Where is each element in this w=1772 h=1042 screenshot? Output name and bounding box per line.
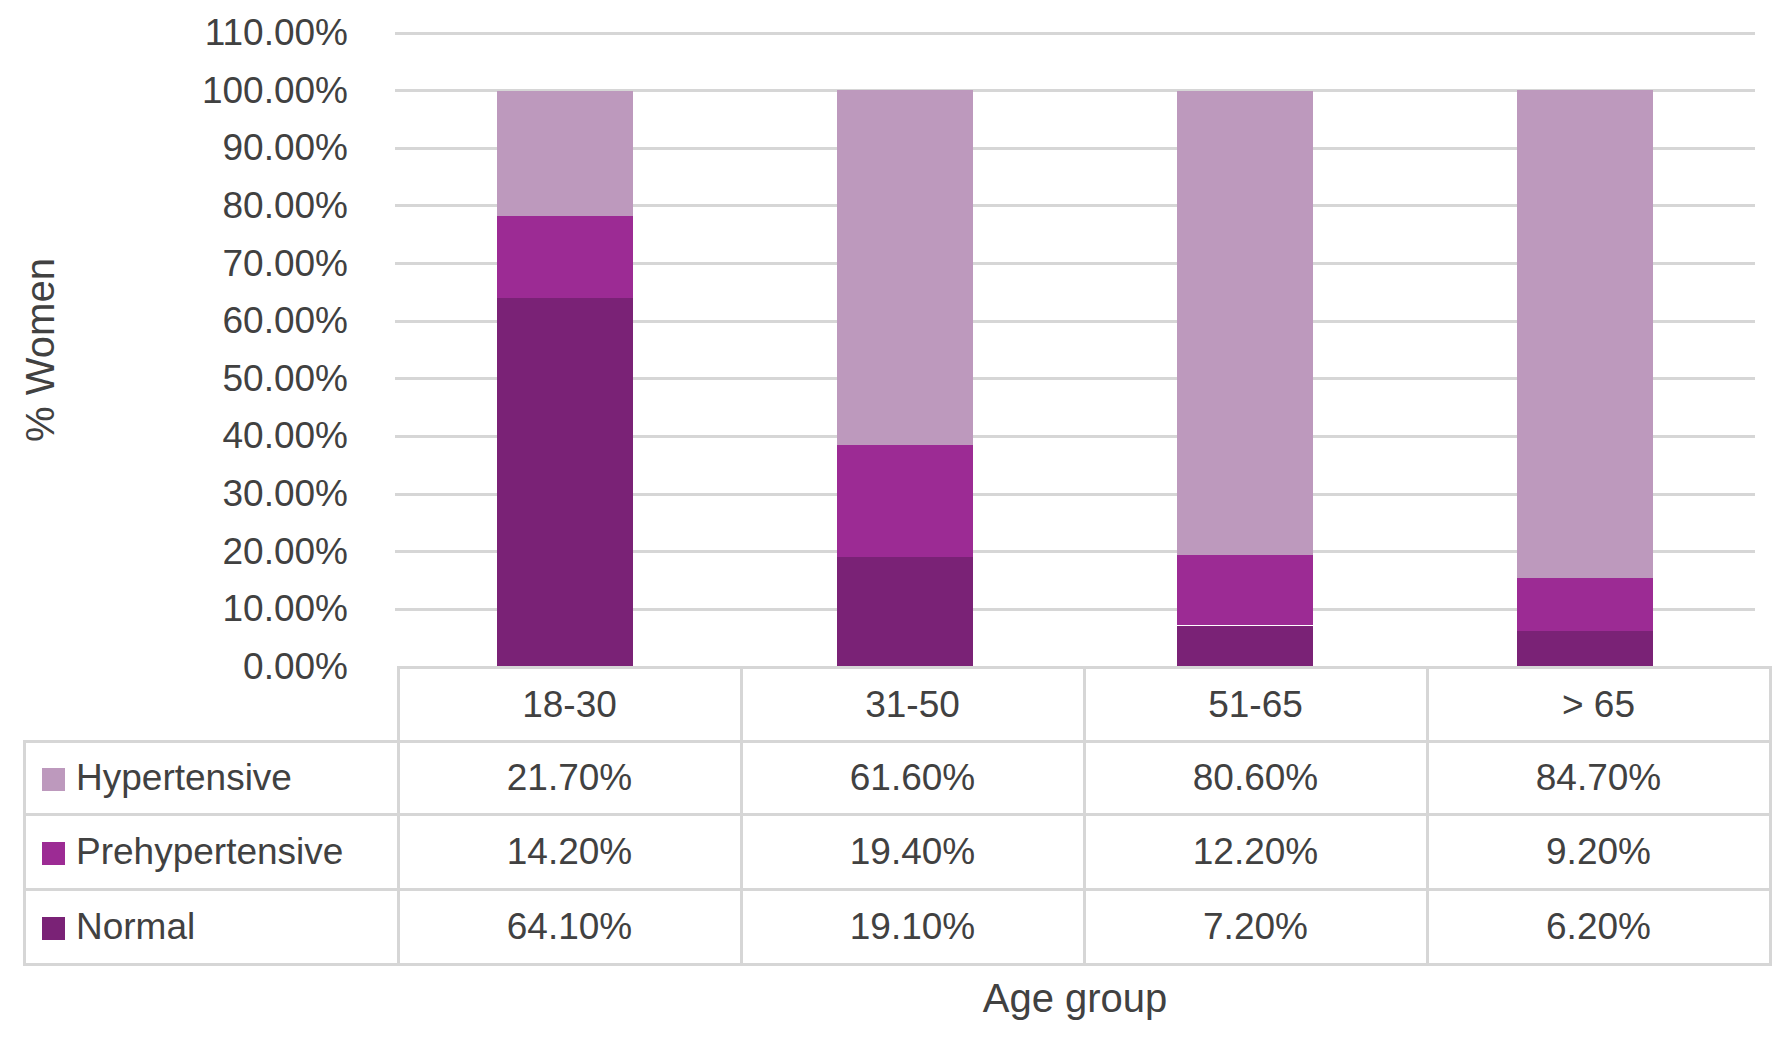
y-tick-label: 10.00% bbox=[60, 585, 348, 633]
legend-swatch-normal bbox=[42, 917, 65, 940]
legend-label: Prehypertensive bbox=[76, 831, 343, 872]
value-cell: 9.20% bbox=[1427, 815, 1770, 890]
value-cell: 7.20% bbox=[1084, 890, 1427, 965]
y-tick-label: 90.00% bbox=[60, 124, 348, 172]
y-tick-label: 50.00% bbox=[60, 355, 348, 403]
chart-container: % Women 110.00% 100.00% 90.00% 80.00% 70.00%… bbox=[0, 0, 1772, 1042]
bar-segment-normal-65 bbox=[1517, 631, 1653, 667]
category-header-cell: 51-65 bbox=[1084, 668, 1427, 742]
y-tick-label: 20.00% bbox=[60, 528, 348, 576]
bar-segment-hypertensive-31-50 bbox=[837, 90, 973, 445]
y-tick-label: 40.00% bbox=[60, 412, 348, 460]
value-cell: 19.10% bbox=[741, 890, 1084, 965]
value-cell: 80.60% bbox=[1084, 742, 1427, 815]
legend-swatch-hypertensive bbox=[42, 768, 65, 791]
value-cell: 21.70% bbox=[398, 742, 741, 815]
bar-segment-normal-31-50 bbox=[837, 557, 973, 667]
bar-segment-prehypertensive-31-50 bbox=[837, 445, 973, 557]
category-header-cell: > 65 bbox=[1427, 668, 1770, 742]
category-header-cell: 18-30 bbox=[398, 668, 741, 742]
y-tick-label: 60.00% bbox=[60, 297, 348, 345]
value-cell: 19.40% bbox=[741, 815, 1084, 890]
table-row-hypertensive: Hypertensive 21.70%61.60%80.60%84.70% bbox=[25, 742, 1771, 815]
y-tick-label: 30.00% bbox=[60, 470, 348, 518]
bar-segment-prehypertensive-18-30 bbox=[497, 216, 633, 298]
y-tick-label: 70.00% bbox=[60, 240, 348, 288]
legend-swatch-prehypertensive bbox=[42, 842, 65, 865]
table-corner-cell bbox=[25, 668, 399, 742]
bar-segment-normal-51-65 bbox=[1177, 626, 1313, 667]
data-table: 18-3031-5051-65> 65 Hypertensive 21.70%61.… bbox=[23, 666, 1772, 966]
bar-segment-hypertensive-51-65 bbox=[1177, 91, 1313, 556]
bar-segment-normal-18-30 bbox=[497, 298, 633, 667]
table-row-prehypertensive: Prehypertensive 14.20%19.40%12.20%9.20% bbox=[25, 815, 1771, 890]
value-cell: 61.60% bbox=[741, 742, 1084, 815]
legend-cell-prehypertensive: Prehypertensive bbox=[25, 815, 399, 890]
value-cell: 84.70% bbox=[1427, 742, 1770, 815]
bar-segment-hypertensive-65 bbox=[1517, 90, 1653, 578]
category-header-cell: 31-50 bbox=[741, 668, 1084, 742]
y-tick-label: 100.00% bbox=[60, 67, 348, 115]
y-tick-label: 110.00% bbox=[60, 9, 348, 57]
bar-segment-prehypertensive-65 bbox=[1517, 578, 1653, 631]
gridline-110 bbox=[395, 32, 1755, 35]
bar-segment-prehypertensive-51-65 bbox=[1177, 555, 1313, 625]
y-tick-label: 80.00% bbox=[60, 182, 348, 230]
legend-label: Normal bbox=[76, 906, 195, 947]
value-cell: 14.20% bbox=[398, 815, 741, 890]
y-axis-title: % Women bbox=[16, 150, 64, 550]
legend-cell-normal: Normal bbox=[25, 890, 399, 965]
bar-segment-hypertensive-18-30 bbox=[497, 91, 633, 216]
value-cell: 6.20% bbox=[1427, 890, 1770, 965]
table-row-normal: Normal 64.10%19.10%7.20%6.20% bbox=[25, 890, 1771, 965]
value-cell: 64.10% bbox=[398, 890, 741, 965]
legend-label: Hypertensive bbox=[76, 757, 292, 798]
legend-cell-hypertensive: Hypertensive bbox=[25, 742, 399, 815]
x-axis-title: Age group bbox=[395, 976, 1755, 1021]
value-cell: 12.20% bbox=[1084, 815, 1427, 890]
